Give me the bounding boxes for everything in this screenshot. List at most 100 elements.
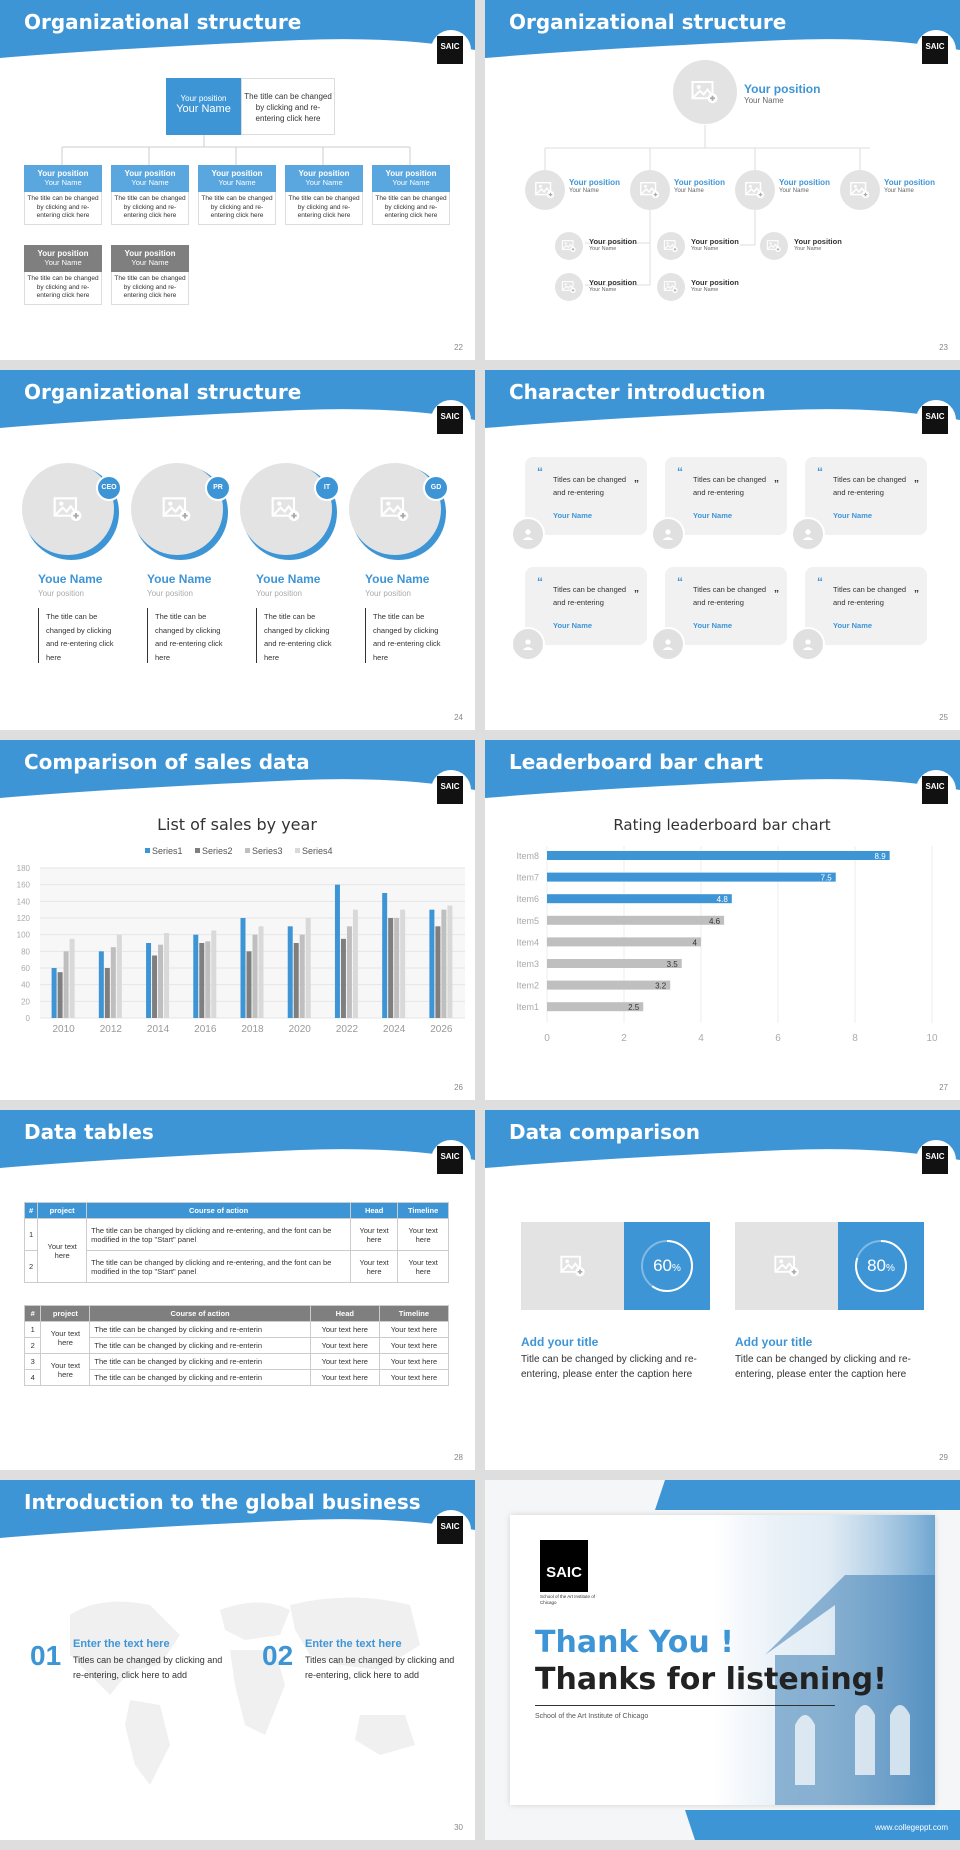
org-box[interactable]: Your position Your Name The title can be… (285, 165, 363, 225)
category-label: Item1 (516, 1002, 539, 1012)
slide-28[interactable]: Data tables SAIC # project Course of act… (0, 1110, 475, 1470)
project-cell: Your text here (37, 1218, 88, 1283)
open-quote-icon: “ (677, 465, 683, 479)
sub-name: Your Name (691, 246, 719, 252)
quote-author: Your Name (693, 621, 733, 630)
page-number: 30 (454, 1823, 463, 1832)
sub-name: Your Name (589, 246, 617, 252)
chart-title: Rating leaderboard bar chart (613, 816, 830, 834)
org-box[interactable]: Your position Your Name The title can be… (372, 165, 450, 225)
table-row: 1 Your text here The title can be change… (23, 1218, 449, 1283)
data-label: 4.8 (717, 895, 729, 904)
org-box[interactable]: Your position Your Name The title can be… (111, 245, 189, 305)
avatar (791, 517, 825, 551)
row-num: 1 (23, 1218, 39, 1251)
col-header: Course of action (86, 1202, 351, 1219)
table-row: 3 Your text here The title can be change… (23, 1353, 450, 1386)
category-label: Item2 (516, 981, 539, 991)
quote-card[interactable]: “ ” Titles can be changed and re-enterin… (525, 567, 647, 645)
image-placeholder[interactable] (735, 1222, 838, 1310)
slide-27[interactable]: Leaderboard bar chart SAIC Rating leader… (485, 740, 960, 1100)
bar (240, 918, 246, 1018)
org-box[interactable]: Your position Your Name The title can be… (111, 165, 189, 225)
legend-label: Series1 (152, 846, 183, 856)
org-box[interactable]: Your position Your Name The title can be… (24, 245, 102, 305)
percent-unit: % (672, 1263, 681, 1274)
saic-logo-large: SAIC (540, 1540, 588, 1592)
bar (352, 909, 358, 1018)
sub-position: Your position (794, 237, 842, 246)
quote-card[interactable]: “ ” Titles can be changed and re-enterin… (525, 457, 647, 535)
person-position: Your position (147, 589, 193, 598)
quote-card[interactable]: “ ” Titles can be changed and re-enterin… (805, 457, 927, 535)
col-header: Timeline (397, 1202, 449, 1219)
slide-29[interactable]: Data comparison SAIC 60% Add your title … (485, 1110, 960, 1470)
sub-photo-placeholder[interactable] (657, 232, 685, 260)
col-header: project (40, 1305, 91, 1322)
desc-rule (38, 608, 39, 663)
image-icon (690, 77, 720, 107)
sub-photo-placeholder[interactable] (555, 232, 583, 260)
progress-ring (641, 1240, 693, 1292)
user-icon (800, 636, 816, 652)
table-row: 4 The title can be changed by clicking a… (23, 1369, 450, 1386)
top-photo-placeholder[interactable] (673, 60, 737, 124)
bar (429, 909, 435, 1018)
bar (152, 955, 158, 1018)
sub-name: Your Name (794, 246, 822, 252)
member-name: Your Name (569, 188, 599, 194)
quote-text: Titles can be changed and re-entering (833, 475, 907, 497)
timeline-cell: Your text here (397, 1250, 449, 1283)
box-position: Your position (37, 249, 89, 258)
org-box[interactable]: Your position Your Name The title can be… (24, 165, 102, 225)
quote-author: Your Name (833, 511, 873, 520)
quote-card[interactable]: “ ” Titles can be changed and re-enterin… (805, 567, 927, 645)
org-box[interactable]: Your position Your Name The title can be… (198, 165, 276, 225)
bar (394, 918, 400, 1018)
box-desc: The title can be changed by clicking and… (372, 192, 450, 225)
sub-photo-placeholder[interactable] (760, 232, 788, 260)
row-num: 2 (23, 1337, 42, 1354)
slide-31[interactable]: SAIC School of the Art Institute of Chic… (485, 1480, 960, 1840)
sub-photo-placeholder[interactable] (555, 273, 583, 301)
top-position-box[interactable]: Your position Your Name (166, 78, 241, 135)
bar (447, 905, 453, 1018)
quote-text: Titles can be changed and re-entering (693, 585, 767, 607)
x-tick-label: 2016 (194, 1024, 217, 1035)
leaderboard-bar-chart: Rating leaderboard bar chart 0 2 4 6 8 10 Item8… (516, 816, 938, 1044)
slide-25[interactable]: Character introduction SAIC “ ” Titles c… (485, 370, 960, 730)
y-tick-label: 80 (21, 947, 30, 956)
slide-24[interactable]: Organizational structure SAIC CEO Youe N… (0, 370, 475, 730)
image-icon (161, 493, 193, 525)
slide-22[interactable]: Organizational structure SAIC Your posit… (0, 0, 475, 360)
progress-ring (855, 1240, 907, 1292)
slide-26[interactable]: Comparison of sales data SAIC List of sa… (0, 740, 475, 1100)
member-photo-placeholder[interactable] (840, 170, 880, 210)
page-number: 29 (939, 1453, 948, 1462)
quote-card[interactable]: “ ” Titles can be changed and re-enterin… (665, 567, 787, 645)
sub-name: Your Name (691, 287, 719, 293)
member-photo-placeholder[interactable] (525, 170, 565, 210)
top-position: Your position (180, 94, 227, 103)
user-icon (800, 526, 816, 542)
thank-you-heading: Thank You ! (535, 1625, 734, 1660)
bar (164, 933, 170, 1018)
head-cell: Your text here (349, 1250, 399, 1283)
image-icon (773, 1252, 801, 1280)
person-position: Your position (256, 589, 302, 598)
y-tick-label: 140 (17, 897, 31, 906)
box-position: Your position (124, 169, 176, 178)
sub-photo-placeholder[interactable] (657, 273, 685, 301)
member-photo-placeholder[interactable] (630, 170, 670, 210)
sub-position: Your position (589, 237, 637, 246)
y-tick-label: 180 (17, 864, 31, 873)
box-name: Your Name (131, 258, 169, 267)
image-icon (766, 238, 782, 254)
image-placeholder[interactable] (521, 1222, 624, 1310)
quote-card[interactable]: “ ” Titles can be changed and re-enterin… (665, 457, 787, 535)
website-url[interactable]: www.collegeppt.com (875, 1823, 948, 1832)
slide-30[interactable]: Introduction to the global business SAIC… (0, 1480, 475, 1840)
slide-23[interactable]: Organizational structure SAIC Your posit… (485, 0, 960, 360)
thanks-listening-heading: Thanks for listening! (535, 1662, 887, 1697)
member-photo-placeholder[interactable] (735, 170, 775, 210)
